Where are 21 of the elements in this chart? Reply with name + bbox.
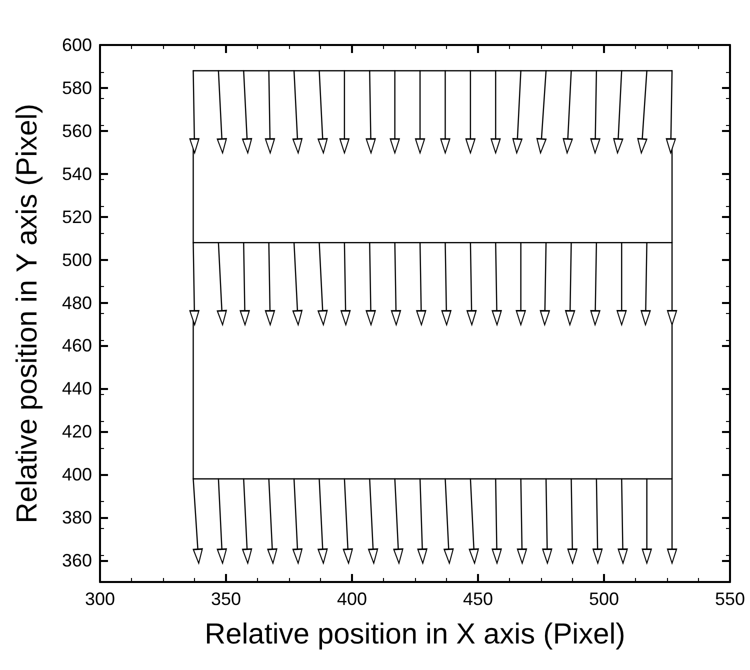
y-tick-label: 420 — [62, 422, 92, 442]
y-tick-label: 540 — [62, 164, 92, 184]
x-tick-label: 500 — [588, 589, 620, 609]
x-tick-label: 450 — [462, 589, 494, 609]
x-tick-label: 300 — [84, 589, 116, 609]
y-tick-label: 580 — [62, 78, 92, 98]
y-tick-label: 440 — [62, 378, 92, 399]
y-tick-label: 360 — [62, 550, 92, 571]
y-tick-label: 480 — [62, 292, 92, 313]
y-tick-label: 500 — [62, 250, 92, 270]
x-tick-label: 550 — [714, 589, 746, 609]
y-axis-title: Relative position in Y axis (Pixel) — [12, 104, 44, 524]
y-tick-label: 400 — [62, 464, 92, 485]
y-tick-label: 600 — [62, 35, 92, 55]
y-tick-label: 520 — [62, 206, 92, 227]
x-tick-label: 400 — [336, 589, 368, 609]
x-axis-title: Relative position in X axis (Pixel) — [204, 618, 626, 650]
y-tick-label: 560 — [62, 120, 92, 141]
y-tick-label: 460 — [62, 336, 92, 356]
y-tick-label: 380 — [62, 508, 92, 528]
x-tick-label: 350 — [210, 589, 242, 609]
